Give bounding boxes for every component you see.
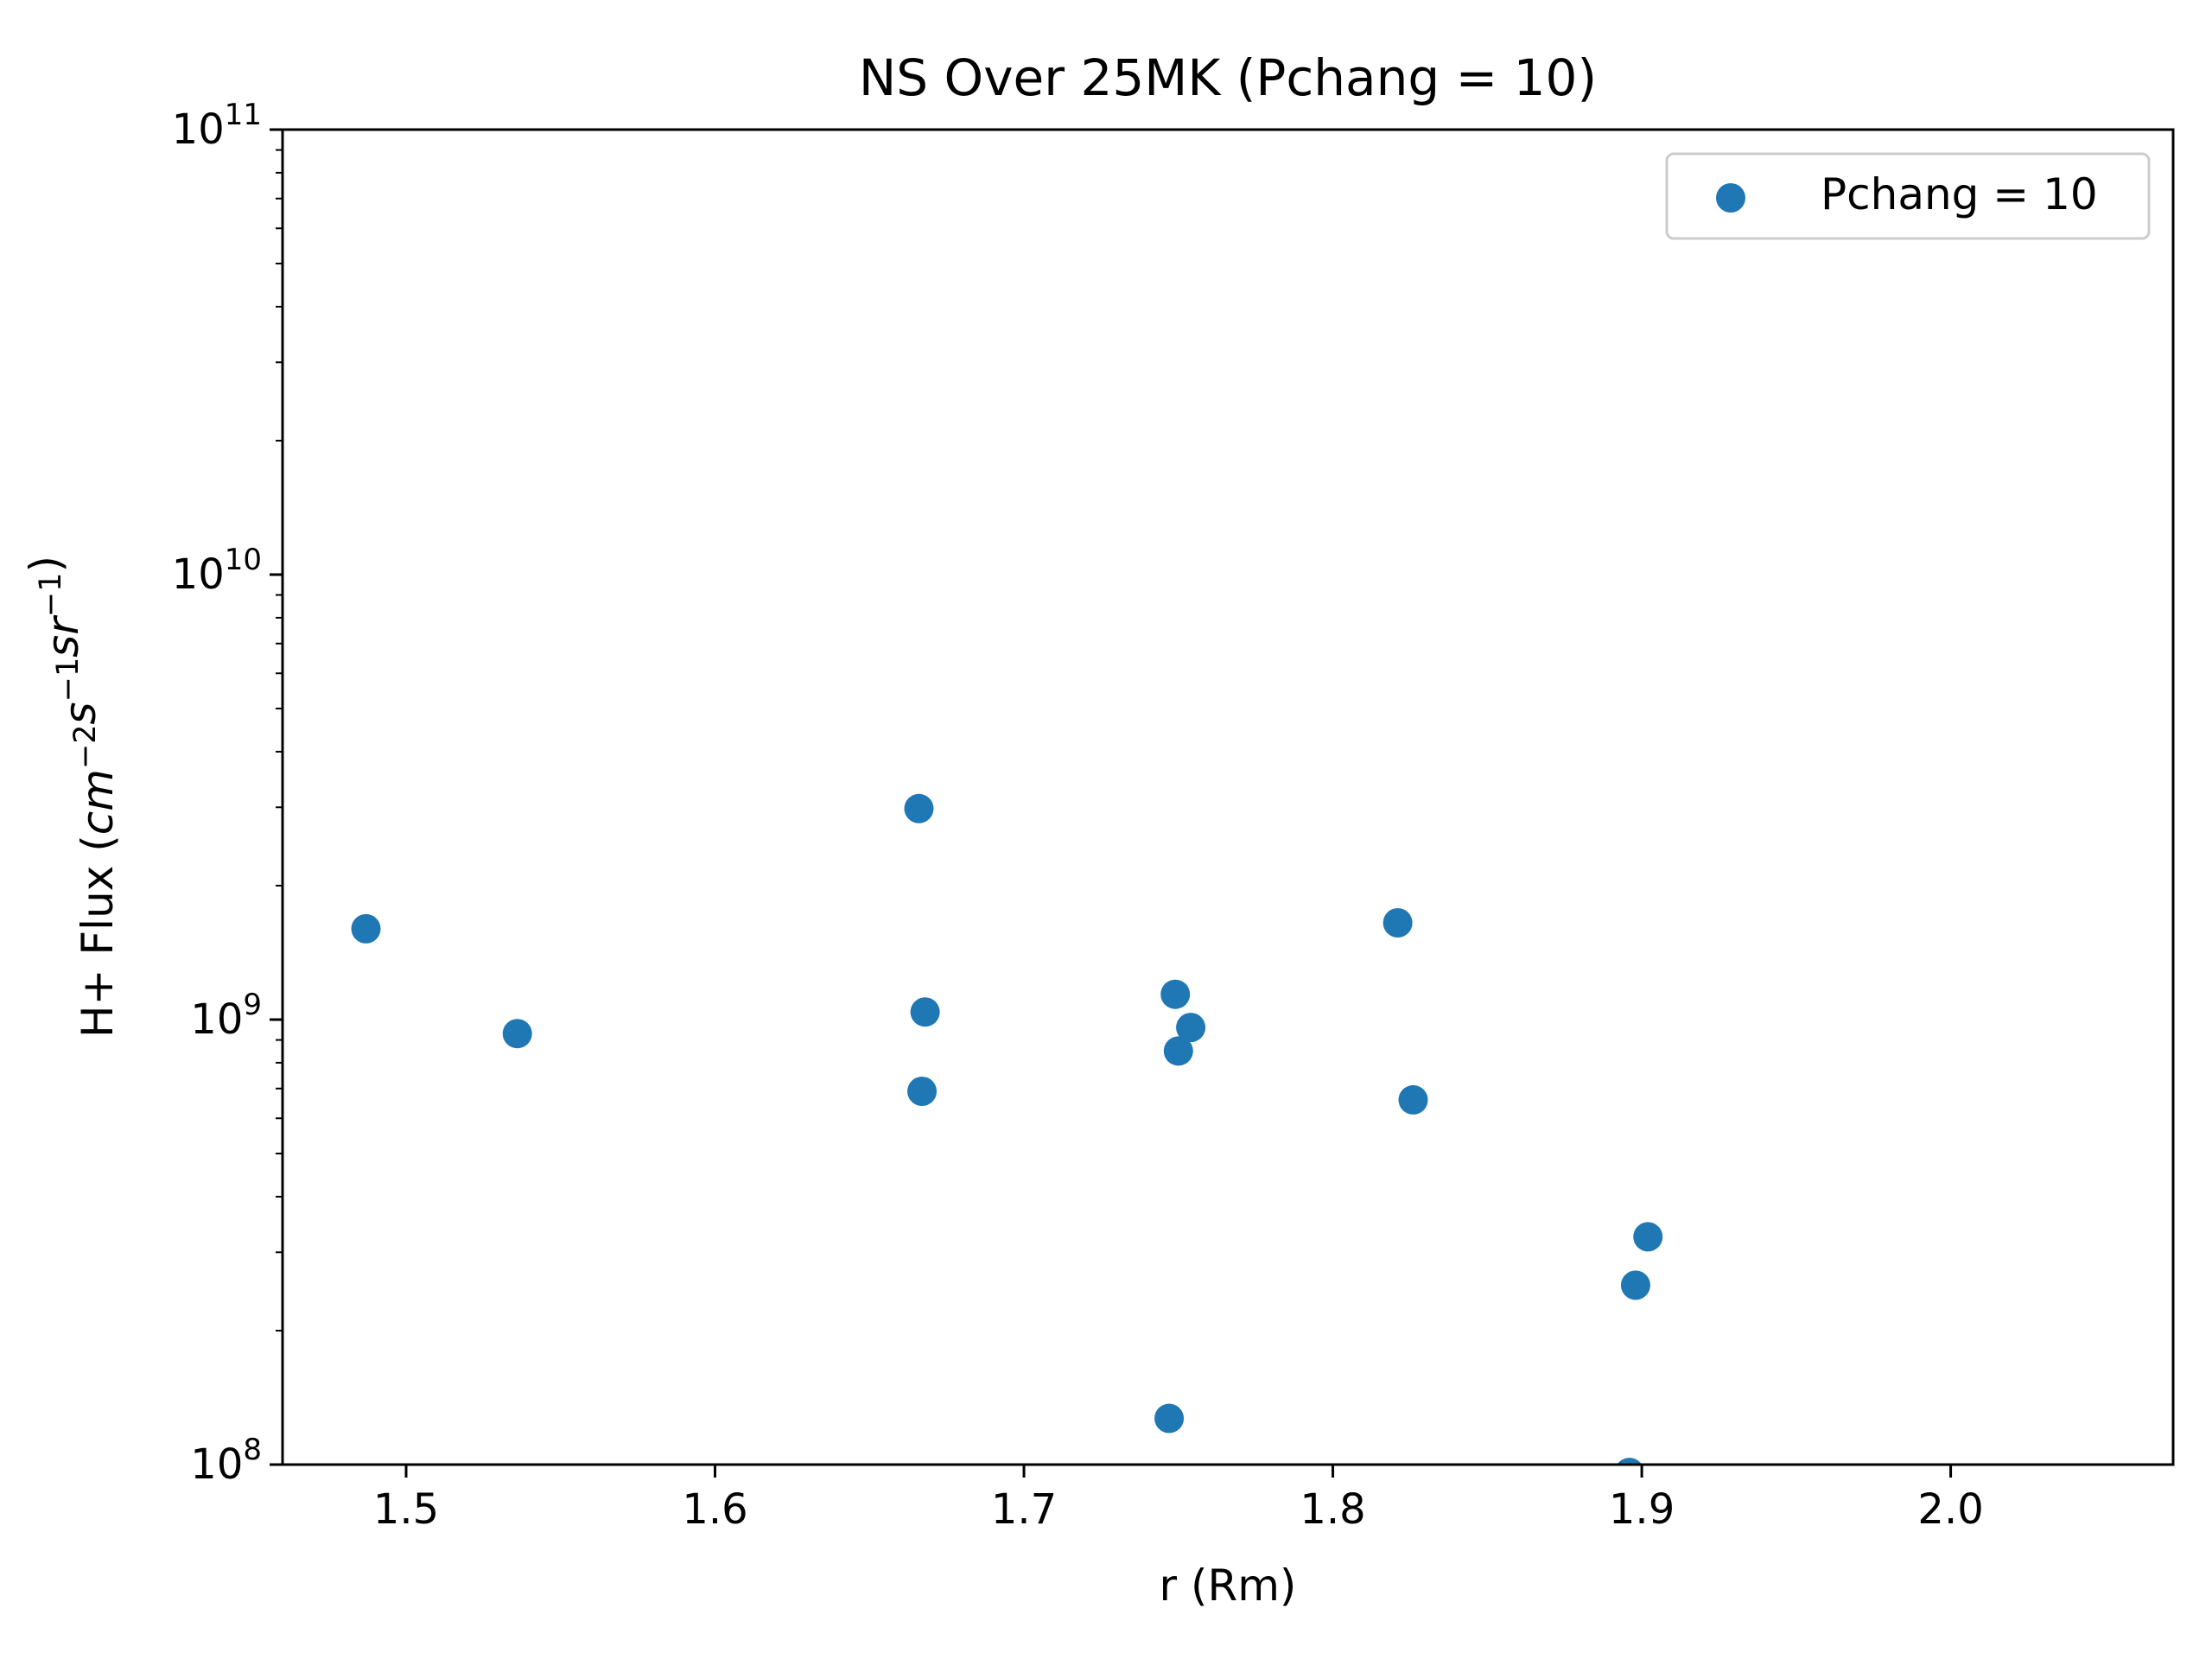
data-point [1398, 1084, 1428, 1115]
data-point [502, 1019, 532, 1049]
data-point [1154, 1403, 1185, 1433]
legend: Pchang = 10 [1665, 152, 2151, 240]
chart-title: NS Over 25MK (Pchang = 10) [859, 48, 1597, 107]
y-tick-label: 108 [190, 1433, 262, 1489]
x-tick-label: 1.7 [991, 1485, 1057, 1534]
plot-frame [281, 128, 2175, 1466]
y-tick-label: 1010 [172, 543, 262, 599]
data-point [1617, 1458, 1643, 1465]
scatter-points [351, 793, 1663, 1465]
legend-marker [1716, 183, 1745, 213]
y-tick-label: 109 [190, 988, 262, 1044]
data-point [1382, 907, 1413, 938]
data-point [1620, 1270, 1650, 1300]
data-point [1176, 1013, 1206, 1043]
data-point [910, 997, 940, 1027]
x-tick-label: 1.5 [373, 1485, 439, 1534]
y-axis-label: H+ Flux (cm−2s−1sr−1) [21, 556, 123, 1038]
data-point [1633, 1222, 1663, 1252]
legend-box [1665, 152, 2151, 240]
legend-label: Pchang = 10 [1821, 169, 2098, 219]
x-tick-label: 1.6 [682, 1485, 747, 1534]
x-tick-label: 1.9 [1609, 1485, 1675, 1534]
y-tick-label: 1011 [172, 98, 262, 154]
data-point [1163, 1036, 1193, 1066]
x-axis-ticks: 1.5 1.6 1.7 1.8 1.9 2.0 [373, 1465, 1984, 1534]
data-point [351, 913, 381, 944]
y-axis-ticks: 108 109 1010 1011 [172, 98, 283, 1489]
data-point [904, 793, 934, 823]
data-point [907, 1076, 938, 1106]
data-point [1160, 979, 1191, 1009]
x-tick-label: 1.8 [1300, 1485, 1365, 1534]
x-axis-label: r (Rm) [1160, 1560, 1297, 1611]
x-tick-label: 2.0 [1917, 1485, 1983, 1534]
